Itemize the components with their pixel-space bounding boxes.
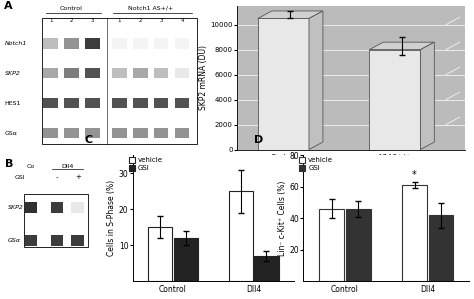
FancyBboxPatch shape	[85, 68, 100, 79]
Bar	[174, 238, 198, 281]
Text: Notch1: Notch1	[5, 41, 27, 46]
FancyBboxPatch shape	[43, 128, 58, 138]
FancyBboxPatch shape	[64, 128, 79, 138]
FancyBboxPatch shape	[112, 128, 127, 138]
FancyBboxPatch shape	[154, 38, 168, 49]
FancyBboxPatch shape	[133, 98, 147, 109]
Text: -: -	[55, 174, 58, 180]
FancyBboxPatch shape	[85, 38, 100, 49]
FancyBboxPatch shape	[175, 68, 189, 79]
FancyBboxPatch shape	[51, 235, 63, 246]
FancyBboxPatch shape	[112, 98, 127, 109]
Legend: vehicle, GSI: vehicle, GSI	[299, 156, 334, 172]
FancyBboxPatch shape	[175, 128, 189, 138]
Text: C: C	[84, 135, 92, 145]
FancyBboxPatch shape	[154, 98, 168, 109]
Bar	[402, 185, 427, 281]
FancyBboxPatch shape	[175, 98, 189, 109]
Polygon shape	[258, 11, 323, 19]
FancyBboxPatch shape	[64, 68, 79, 79]
Bar	[148, 227, 172, 281]
FancyBboxPatch shape	[51, 202, 63, 213]
FancyBboxPatch shape	[112, 68, 127, 79]
Polygon shape	[258, 19, 309, 150]
Text: 1: 1	[49, 19, 52, 23]
Text: Dll4: Dll4	[61, 164, 73, 169]
Text: B: B	[5, 159, 13, 169]
FancyBboxPatch shape	[25, 235, 37, 246]
Text: HES1: HES1	[5, 101, 21, 106]
Legend: vehicle, GSI: vehicle, GSI	[128, 156, 164, 172]
Text: 2: 2	[70, 19, 73, 23]
Y-axis label: Lin⁻ c-Kit⁺ Cells (%): Lin⁻ c-Kit⁺ Cells (%)	[278, 181, 287, 256]
Text: 1: 1	[118, 19, 121, 23]
Polygon shape	[369, 42, 434, 50]
FancyBboxPatch shape	[72, 202, 84, 213]
FancyBboxPatch shape	[133, 68, 147, 79]
Text: Control: Control	[60, 6, 83, 11]
Bar	[319, 209, 344, 281]
FancyBboxPatch shape	[85, 98, 100, 109]
Text: Co: Co	[27, 164, 35, 169]
Y-axis label: SKP2 mRNA (DU): SKP2 mRNA (DU)	[199, 45, 208, 110]
Text: D: D	[254, 135, 263, 145]
Text: Notch1 AS+/+: Notch1 AS+/+	[128, 6, 173, 11]
FancyBboxPatch shape	[72, 235, 84, 246]
FancyBboxPatch shape	[133, 128, 147, 138]
Text: SKP2: SKP2	[8, 205, 24, 210]
Polygon shape	[309, 11, 323, 150]
Text: 2: 2	[138, 19, 142, 23]
FancyBboxPatch shape	[133, 38, 147, 49]
Text: SKP2: SKP2	[5, 71, 20, 76]
FancyBboxPatch shape	[64, 98, 79, 109]
Text: GSα: GSα	[5, 131, 18, 135]
FancyBboxPatch shape	[43, 98, 58, 109]
FancyBboxPatch shape	[85, 128, 100, 138]
Y-axis label: Cells in S-Phase (%): Cells in S-Phase (%)	[107, 180, 116, 256]
Bar	[346, 209, 371, 281]
Text: 4: 4	[180, 19, 184, 23]
FancyBboxPatch shape	[43, 38, 58, 49]
Text: 3: 3	[159, 19, 163, 23]
Text: GSI: GSI	[15, 175, 26, 180]
FancyBboxPatch shape	[112, 38, 127, 49]
FancyBboxPatch shape	[25, 202, 37, 213]
Polygon shape	[369, 50, 420, 150]
FancyBboxPatch shape	[175, 38, 189, 49]
FancyBboxPatch shape	[154, 128, 168, 138]
Text: +: +	[75, 174, 81, 180]
FancyBboxPatch shape	[154, 68, 168, 79]
Text: *: *	[412, 170, 417, 180]
Bar	[255, 256, 279, 281]
Text: A: A	[4, 1, 12, 11]
Text: 3: 3	[91, 19, 94, 23]
Text: GSα: GSα	[8, 238, 21, 243]
Bar	[228, 191, 253, 281]
Polygon shape	[420, 42, 434, 150]
Bar	[428, 215, 454, 281]
FancyBboxPatch shape	[43, 68, 58, 79]
FancyBboxPatch shape	[64, 38, 79, 49]
